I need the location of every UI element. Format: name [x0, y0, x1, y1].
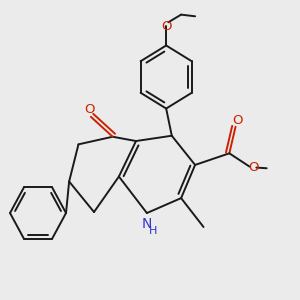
- Text: O: O: [85, 103, 95, 116]
- Text: H: H: [149, 226, 157, 236]
- Text: O: O: [161, 20, 171, 33]
- Text: O: O: [248, 161, 259, 174]
- Text: N: N: [142, 217, 152, 231]
- Text: O: O: [232, 114, 242, 127]
